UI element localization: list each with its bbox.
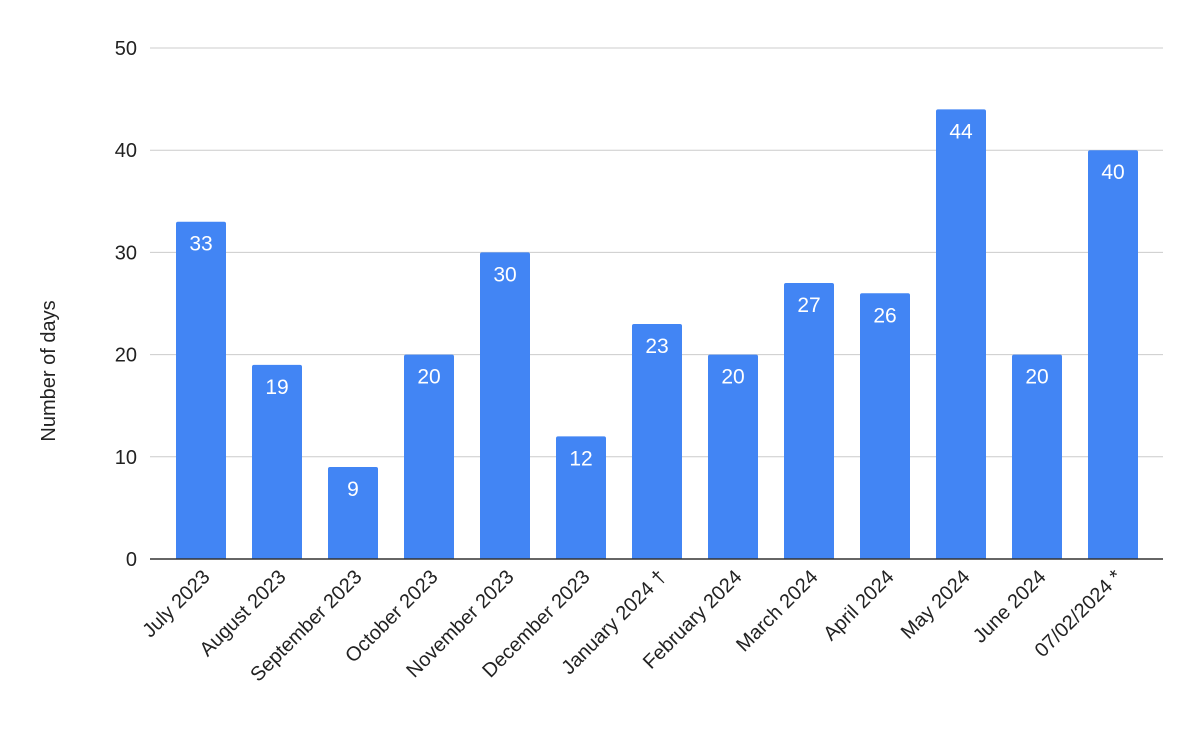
bar (328, 467, 378, 559)
bar (708, 354, 758, 559)
y-axis-ticks: 0 10 20 30 40 50 (115, 38, 137, 571)
bar-value-label: 19 (265, 376, 288, 399)
x-tick-label: May 2024 (897, 566, 975, 644)
bar-value-label: 44 (949, 120, 973, 143)
bar-value-label: 23 (645, 335, 668, 358)
bar-value-label: 30 (493, 263, 516, 286)
y-tick-label: 50 (115, 38, 137, 60)
bar-value-label: 20 (417, 366, 440, 389)
x-tick-label: April 2024 (819, 566, 898, 645)
x-tick-label: June 2024 (969, 566, 1051, 648)
bar-value-label: 20 (1025, 366, 1048, 389)
x-tick-label: July 2023 (138, 566, 214, 642)
bars (176, 109, 1138, 560)
bar (556, 436, 606, 559)
gridlines (150, 47, 1163, 458)
bar (632, 323, 682, 559)
bar-value-label: 27 (797, 294, 820, 317)
y-axis-title: Number of days (38, 300, 60, 441)
bar (176, 221, 226, 560)
data-labels: 33 19 9 20 30 12 23 20 27 26 44 20 40 (189, 120, 1124, 501)
bar (936, 109, 986, 559)
y-tick-label: 10 (115, 447, 137, 469)
bar-value-label: 12 (569, 447, 592, 470)
bar-value-label: 20 (721, 366, 744, 389)
x-tick-label: March 2024 (732, 566, 822, 656)
y-tick-label: 30 (115, 242, 137, 264)
bar-value-label: 40 (1101, 161, 1124, 184)
y-tick-label: 20 (115, 345, 137, 367)
bar (860, 293, 910, 559)
bar-value-label: 26 (873, 304, 896, 327)
bar (784, 283, 834, 559)
bar (480, 252, 530, 559)
y-tick-label: 0 (126, 549, 137, 571)
bar (252, 364, 302, 559)
bar-value-label: 9 (347, 478, 359, 501)
bar (404, 354, 454, 559)
bar (1088, 150, 1138, 559)
bar-value-label: 33 (189, 233, 212, 256)
y-tick-label: 40 (115, 140, 137, 162)
bar (1012, 354, 1062, 559)
